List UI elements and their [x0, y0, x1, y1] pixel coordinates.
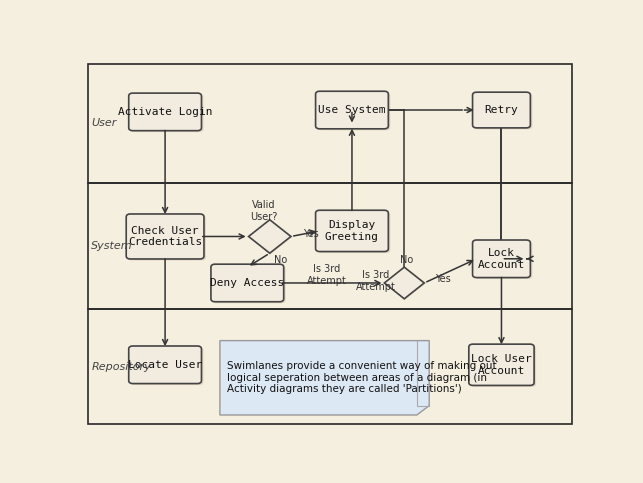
- Polygon shape: [251, 221, 293, 255]
- FancyBboxPatch shape: [473, 240, 530, 278]
- Polygon shape: [386, 269, 426, 300]
- Text: User: User: [91, 118, 117, 128]
- Polygon shape: [220, 341, 430, 415]
- FancyBboxPatch shape: [318, 93, 390, 130]
- FancyBboxPatch shape: [475, 94, 532, 129]
- Text: Is 3rd
Attempt: Is 3rd Attempt: [356, 270, 395, 292]
- Text: Use System: Use System: [318, 105, 386, 115]
- Bar: [88, 183, 572, 309]
- Text: Deny Access: Deny Access: [210, 278, 284, 288]
- FancyBboxPatch shape: [318, 212, 390, 253]
- FancyBboxPatch shape: [475, 242, 532, 279]
- Bar: [88, 64, 572, 183]
- FancyBboxPatch shape: [473, 92, 530, 128]
- FancyBboxPatch shape: [471, 346, 536, 387]
- FancyBboxPatch shape: [131, 347, 203, 385]
- FancyBboxPatch shape: [126, 214, 204, 259]
- FancyBboxPatch shape: [469, 344, 534, 385]
- Polygon shape: [385, 267, 424, 299]
- Text: Locate User: Locate User: [128, 360, 202, 370]
- Text: Is 3rd
Attempt: Is 3rd Attempt: [307, 264, 347, 285]
- Bar: [88, 309, 572, 424]
- Text: Repository: Repository: [91, 362, 151, 371]
- Text: Lock User
Account: Lock User Account: [471, 354, 532, 376]
- Text: Valid
User?: Valid User?: [250, 200, 277, 222]
- Text: Activate Login: Activate Login: [118, 107, 212, 117]
- Text: Retry: Retry: [485, 105, 518, 115]
- Text: Yes: Yes: [435, 274, 451, 284]
- FancyBboxPatch shape: [129, 93, 201, 131]
- Text: System: System: [91, 241, 133, 251]
- Text: No: No: [400, 256, 413, 266]
- FancyBboxPatch shape: [211, 264, 284, 302]
- Text: No: No: [274, 255, 287, 265]
- Text: Display
Greeting: Display Greeting: [325, 220, 379, 242]
- FancyBboxPatch shape: [129, 346, 201, 384]
- Text: Lock
Account: Lock Account: [478, 248, 525, 270]
- FancyBboxPatch shape: [131, 95, 203, 132]
- Text: Swimlanes provide a convenient way of making out
logical seperation between area: Swimlanes provide a convenient way of ma…: [228, 361, 497, 395]
- FancyBboxPatch shape: [213, 266, 285, 303]
- Text: Check User
Credentials: Check User Credentials: [128, 226, 202, 247]
- FancyBboxPatch shape: [316, 210, 388, 252]
- Text: Yes: Yes: [303, 228, 319, 239]
- FancyBboxPatch shape: [316, 91, 388, 129]
- Polygon shape: [249, 220, 291, 253]
- FancyBboxPatch shape: [128, 215, 206, 260]
